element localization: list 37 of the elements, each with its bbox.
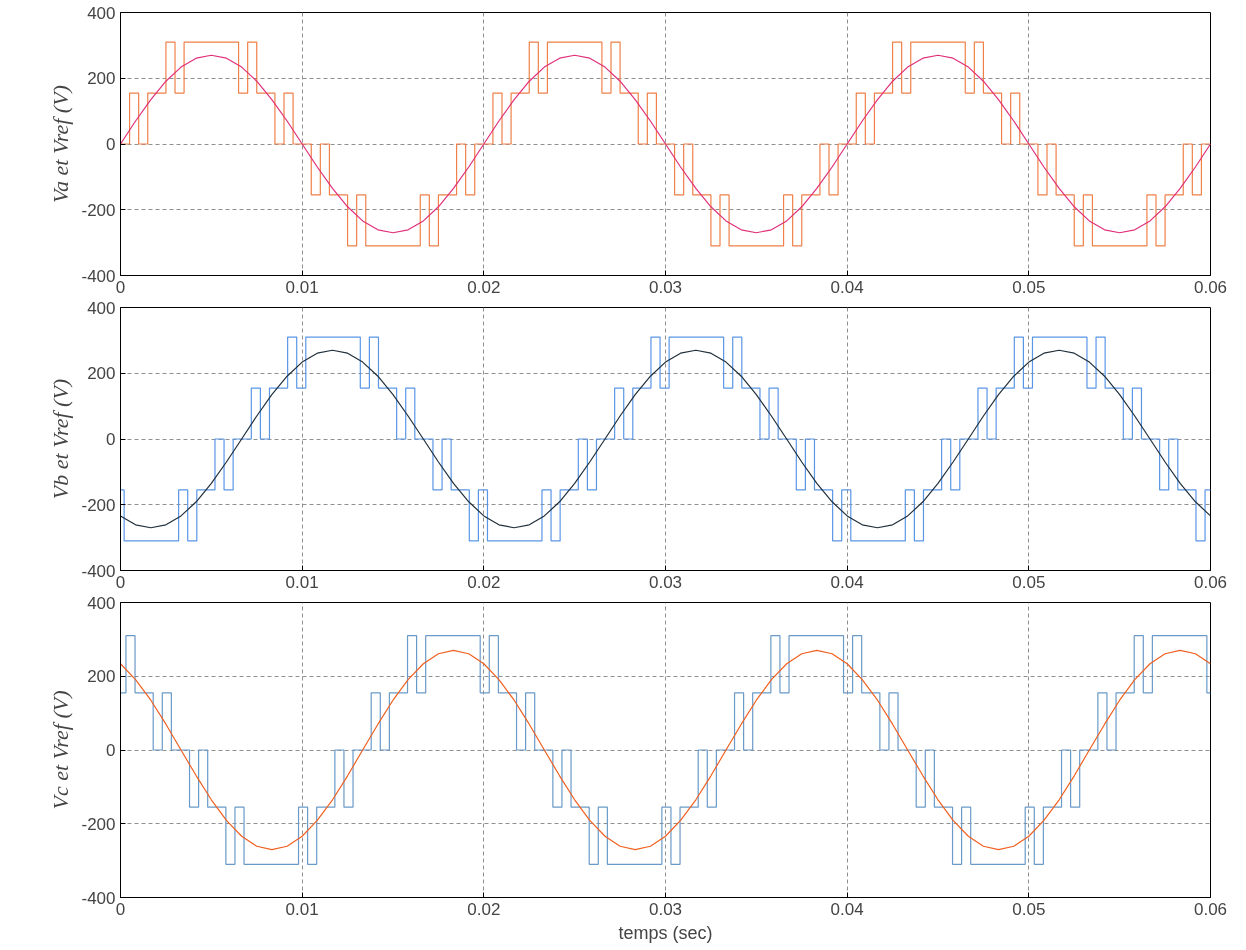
y-tick-label: 400 (87, 298, 116, 318)
y-tick-label: 400 (87, 593, 116, 613)
x-tick-label: 0.05 (1012, 277, 1046, 297)
y-tick-label: 200 (87, 364, 116, 384)
y-tick-label: 0 (106, 135, 116, 154)
y-tick-label: 200 (87, 69, 116, 89)
x-axis-title: temps (sec) (618, 922, 713, 943)
x-tick-label: 0.02 (467, 899, 501, 919)
x-tick-label: 0.06 (1193, 899, 1228, 919)
x-tick-label: 0.01 (285, 277, 319, 297)
x-tick-label: 0.04 (830, 899, 864, 919)
y-tick-label: 0 (106, 741, 116, 760)
x-tick-label: 0.01 (285, 572, 319, 592)
y-tick-label: -400 (81, 266, 116, 286)
x-tick-label: 0.06 (1193, 277, 1228, 297)
y-axis-title: Vb et Vref (V) (48, 378, 74, 500)
x-tick-label: 0.04 (830, 277, 864, 297)
x-tick-label: 0.03 (648, 572, 683, 592)
x-tick-label: 0.03 (648, 277, 683, 297)
x-tick-label: 0.06 (1193, 572, 1228, 592)
y-tick-label: -200 (81, 814, 116, 834)
y-axis-title: Va et Vref (V) (48, 85, 74, 203)
x-tick-label: 0.02 (467, 572, 501, 592)
y-tick-label: -400 (81, 561, 116, 581)
x-tick-label: 0.04 (830, 572, 864, 592)
y-tick-label: 400 (87, 3, 116, 23)
y-tick-label: -200 (81, 200, 116, 220)
x-tick-label: 0.03 (648, 899, 683, 919)
y-tick-label: -400 (81, 888, 116, 908)
y-tick-label: -200 (81, 495, 116, 515)
x-tick-label: 0.01 (285, 899, 319, 919)
y-tick-label: 200 (87, 667, 116, 687)
y-axis-title: Vc et Vref (V) (48, 690, 74, 810)
x-tick-label: 0.02 (467, 277, 501, 297)
x-tick-label: 0.05 (1012, 899, 1046, 919)
y-tick-label: 0 (106, 430, 116, 449)
x-tick-label: 0.05 (1012, 572, 1046, 592)
